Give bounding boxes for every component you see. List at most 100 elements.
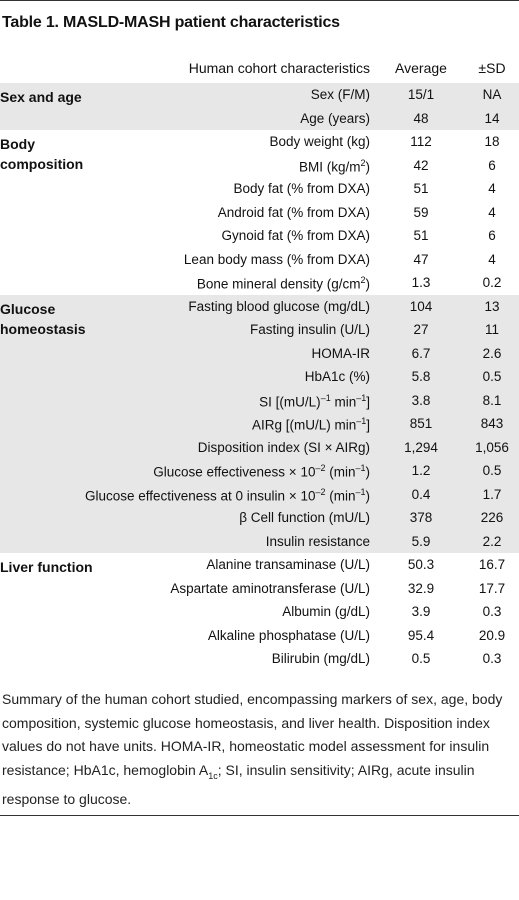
table-row: Bilirubin (mg/dL) 0.5 0.3 (0, 647, 519, 671)
label-text: ) (365, 276, 371, 292)
cell-sd: 4 (488, 251, 496, 267)
cell-average: 0.5 (411, 651, 431, 666)
bottom-rule (0, 815, 519, 816)
row-label: AIRg [(mU/L) min–1] (252, 416, 370, 433)
label-text: ) (365, 488, 371, 503)
top-rule (0, 0, 519, 1)
header-average: Average (395, 60, 447, 76)
table-row: SI [(mU/L)–1 min–1] 3.8 8.1 (0, 389, 519, 413)
table-title: Table 1. MASLD-MASH patient characterist… (2, 14, 340, 31)
row-label: Disposition index (SI × AIRg) (198, 440, 370, 455)
label-text: β Cell function (mU/L) (239, 510, 370, 525)
label-text: Bilirubin (mg/dL) (271, 651, 370, 666)
cell-average: 1,294 (404, 439, 438, 455)
label-superscript: 2 (360, 275, 366, 285)
label-text: Bone mineral density (g/cm (196, 276, 361, 292)
label-text: Android fat (% from DXA) (217, 204, 370, 220)
label-text: (min (325, 464, 356, 480)
caption-text-1: Summary of the human cohort studied, enc… (2, 691, 503, 778)
label-text: Disposition index (SI × AIRg) (197, 439, 370, 455)
row-label: Bone mineral density (g/cm2) (197, 275, 370, 292)
row-label: Lean body mass (% from DXA) (184, 252, 370, 267)
label-text: ] (366, 394, 370, 409)
label-text: Sex (F/M) (310, 87, 370, 102)
row-label: Glucose effectiveness × 10–2 (min–1) (153, 463, 370, 480)
row-label: HbA1c (%) (305, 369, 370, 384)
label-text: Aspartate aminotransferase (U/L) (170, 580, 370, 596)
caption-subscript: 1c (208, 770, 218, 781)
cell-average: 59 (413, 204, 429, 220)
cell-sd: 8.1 (482, 392, 502, 408)
cell-sd: 6 (488, 228, 496, 243)
table-row: Age (years) 48 14 (0, 107, 519, 131)
label-text: Fasting insulin (U/L) (249, 322, 370, 337)
cell-average: 6.7 (411, 345, 431, 361)
label-text: ) (365, 159, 371, 174)
label-superscript: 2 (360, 157, 366, 168)
row-group: Liver function Alanine transaminase (U/L)… (0, 553, 519, 671)
label-text: ] (366, 417, 370, 433)
table-row: Fasting blood glucose (mg/dL) 104 13 (0, 295, 519, 319)
row-label: Sex (F/M) (311, 87, 370, 102)
label-superscript: –1 (355, 486, 366, 497)
group-name: Sex and age (0, 89, 82, 105)
cell-average: 112 (410, 134, 432, 149)
label-superscript: –1 (355, 463, 366, 473)
table-row: Disposition index (SI × AIRg) 1,294 1,056 (0, 436, 519, 460)
cell-sd: 17.7 (478, 580, 506, 596)
row-label: Body fat (% from DXA) (233, 181, 370, 196)
cell-sd: 2.6 (482, 345, 502, 361)
cell-average: 5.8 (411, 369, 431, 384)
cell-sd: 4 (488, 181, 496, 196)
label-text: Body weight (kg) (269, 134, 370, 149)
label-text: Glucose effectiveness at 0 insulin × 10 (84, 488, 316, 503)
table-row: Bone mineral density (g/cm2) 1.3 0.2 (0, 271, 519, 295)
cell-average: 1.2 (411, 463, 431, 478)
row-group: Glucose homeostasis Fasting blood glucose… (0, 294, 519, 553)
table-row: Albumin (g/dL) 3.9 0.3 (0, 600, 519, 624)
cell-sd: 0.3 (482, 651, 502, 666)
cell-sd: 4 (488, 204, 496, 220)
label-text: SI [(mU/L) (259, 394, 321, 409)
row-label: β Cell function (mU/L) (239, 510, 370, 525)
label-text: HOMA-IR (311, 345, 371, 361)
row-label: Alanine transaminase (U/L) (206, 557, 370, 572)
table-row: Glucose effectiveness at 0 insulin × 10 –… (0, 483, 519, 507)
label-text: ) (365, 464, 371, 480)
cell-average: 47 (413, 251, 429, 267)
row-label: Albumin (g/dL) (282, 604, 370, 619)
row-group: Body composition Body weight (kg) 112 18 BMI… (0, 130, 519, 295)
table-row: Body weight (kg) 112 18 (0, 130, 519, 154)
label-text: (min (325, 488, 356, 503)
cell-sd: 14 (484, 110, 500, 126)
row-label: Fasting insulin (U/L) (250, 322, 370, 337)
label-text: Fasting blood glucose (mg/dL) (188, 298, 370, 314)
cell-average: 3.8 (411, 392, 431, 408)
label-text: Body fat (% from DXA) (233, 181, 370, 196)
cell-average: 51 (413, 181, 429, 196)
cell-sd: 843 (480, 416, 504, 431)
cell-sd: 13 (484, 298, 500, 314)
row-group: Sex and age Sex (F/M) 15/1 NA Age (years) 48 1… (0, 83, 519, 130)
table-row: Sex (F/M) 15/1 NA (0, 83, 519, 107)
cell-average: 3.9 (411, 604, 431, 619)
label-superscript: –2 (315, 463, 326, 473)
cell-average: 51 (413, 228, 429, 243)
cell-sd: 0.2 (482, 275, 502, 290)
row-label: HOMA-IR (312, 346, 371, 361)
label-superscript: –1 (356, 392, 367, 403)
row-label: Android fat (% from DXA) (218, 205, 370, 220)
row-label: Gynoid fat (% from DXA) (221, 228, 370, 243)
cell-sd: NA (482, 87, 502, 102)
table-row: Alkaline phosphatase (U/L) 95.4 20.9 (0, 624, 519, 648)
table-row: Android fat (% from DXA) 59 4 (0, 201, 519, 225)
group-name: Liver function (0, 559, 93, 575)
label-text: Lean body mass (% from DXA) (183, 251, 370, 267)
cell-average: 32.9 (407, 580, 435, 596)
label-text: Insulin resistance (265, 533, 370, 549)
label-superscript: –1 (320, 392, 331, 403)
label-text: Age (years) (300, 110, 370, 126)
table-row: HbA1c (%) 5.8 0.5 (0, 365, 519, 389)
label-text: min (330, 394, 357, 409)
row-label: Bilirubin (mg/dL) (272, 651, 370, 666)
